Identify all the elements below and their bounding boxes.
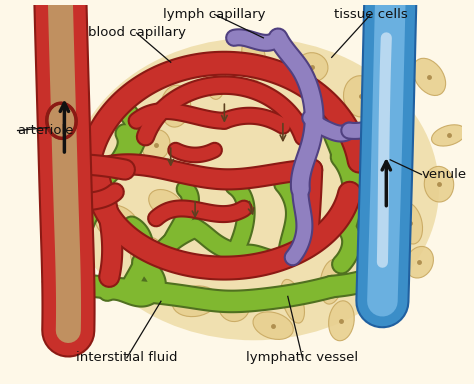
Text: venule: venule [421,168,466,181]
Text: lymphatic vessel: lymphatic vessel [246,351,358,364]
Ellipse shape [320,260,344,304]
Ellipse shape [376,120,405,151]
Ellipse shape [406,247,433,278]
Ellipse shape [413,58,446,96]
Text: tissue cells: tissue cells [334,8,408,21]
Ellipse shape [47,103,76,138]
Ellipse shape [431,125,466,146]
Ellipse shape [424,166,454,202]
Ellipse shape [95,205,139,242]
Text: lymph capillary: lymph capillary [164,8,266,21]
Ellipse shape [363,178,398,210]
Ellipse shape [296,53,328,81]
Ellipse shape [173,286,218,317]
Ellipse shape [281,280,304,323]
Ellipse shape [219,291,250,321]
Ellipse shape [204,55,226,99]
Ellipse shape [131,237,162,268]
Ellipse shape [253,312,293,339]
Ellipse shape [357,228,384,258]
Text: blood capillary: blood capillary [88,26,186,40]
Ellipse shape [149,190,183,218]
Ellipse shape [68,38,439,340]
Ellipse shape [397,202,422,244]
Ellipse shape [161,85,191,127]
Ellipse shape [242,35,265,80]
Text: arteriole: arteriole [18,124,74,137]
Ellipse shape [344,76,378,117]
Text: interstitial fluid: interstitial fluid [76,351,178,364]
Ellipse shape [142,130,170,161]
Ellipse shape [328,301,354,341]
